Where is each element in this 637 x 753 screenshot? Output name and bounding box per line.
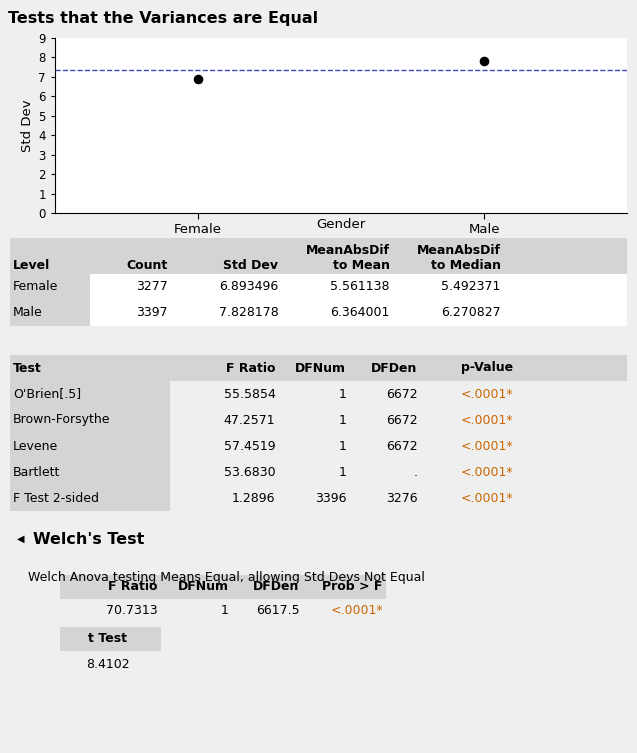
- Bar: [10, 485, 171, 511]
- Text: MeanAbsDif
to Median: MeanAbsDif to Median: [417, 244, 501, 272]
- Text: 53.6830: 53.6830: [224, 465, 275, 478]
- Bar: [171, 381, 627, 407]
- Text: <.0001*: <.0001*: [461, 440, 513, 453]
- Text: Gender: Gender: [317, 218, 366, 230]
- Point: [479, 55, 489, 67]
- Text: 1: 1: [338, 413, 347, 426]
- Text: Count: Count: [126, 259, 168, 272]
- Text: 6617.5: 6617.5: [256, 605, 299, 617]
- Bar: [10, 355, 627, 381]
- Text: 1: 1: [338, 465, 347, 478]
- Bar: [60, 627, 161, 651]
- Text: 55.5854: 55.5854: [224, 388, 275, 401]
- Text: Welch Anova testing Means Equal, allowing Std Devs Not Equal: Welch Anova testing Means Equal, allowin…: [28, 571, 425, 584]
- Bar: [90, 300, 627, 326]
- Text: 57.4519: 57.4519: [224, 440, 275, 453]
- Text: 5.492371: 5.492371: [441, 281, 501, 294]
- Text: 1.2896: 1.2896: [232, 492, 275, 505]
- Bar: [10, 407, 171, 433]
- Text: 6.270827: 6.270827: [441, 306, 501, 319]
- Bar: [171, 407, 627, 433]
- Text: 8.4102: 8.4102: [86, 659, 130, 672]
- Text: 3397: 3397: [136, 306, 168, 319]
- Text: <.0001*: <.0001*: [461, 388, 513, 401]
- Text: 70.7313: 70.7313: [106, 605, 157, 617]
- Text: 1: 1: [220, 605, 229, 617]
- Bar: [171, 459, 627, 485]
- Text: <.0001*: <.0001*: [330, 605, 383, 617]
- Y-axis label: Std Dev: Std Dev: [21, 99, 34, 152]
- Text: Brown-Forsythe: Brown-Forsythe: [13, 413, 110, 426]
- Text: p-Value: p-Value: [461, 361, 513, 374]
- Bar: [10, 433, 171, 459]
- Text: Female: Female: [13, 281, 59, 294]
- Bar: [60, 599, 386, 623]
- Text: Bartlett: Bartlett: [13, 465, 61, 478]
- Bar: [171, 485, 627, 511]
- Bar: [10, 381, 171, 407]
- Text: 6672: 6672: [385, 388, 417, 401]
- Text: <.0001*: <.0001*: [461, 492, 513, 505]
- Text: Welch's Test: Welch's Test: [34, 532, 145, 547]
- Text: Prob > F: Prob > F: [322, 581, 383, 593]
- Text: 47.2571: 47.2571: [224, 413, 275, 426]
- Text: Male: Male: [13, 306, 43, 319]
- Text: <.0001*: <.0001*: [461, 413, 513, 426]
- Text: 7.828178: 7.828178: [218, 306, 278, 319]
- Text: t Test: t Test: [89, 633, 127, 645]
- Text: DFNum: DFNum: [296, 361, 347, 374]
- Text: 6.893496: 6.893496: [219, 281, 278, 294]
- Text: 6672: 6672: [385, 440, 417, 453]
- Text: F Ratio: F Ratio: [226, 361, 275, 374]
- Text: 1: 1: [338, 440, 347, 453]
- Text: 3277: 3277: [136, 281, 168, 294]
- Bar: [171, 433, 627, 459]
- Text: 6672: 6672: [385, 413, 417, 426]
- Text: DFDen: DFDen: [371, 361, 417, 374]
- Point: [193, 73, 203, 85]
- Text: Tests that the Variances are Equal: Tests that the Variances are Equal: [8, 11, 318, 26]
- Text: ◀: ◀: [17, 534, 25, 544]
- Bar: [10, 300, 90, 326]
- Bar: [10, 274, 90, 300]
- Bar: [60, 575, 386, 599]
- Text: O'Brien[.5]: O'Brien[.5]: [13, 388, 81, 401]
- Text: DFNum: DFNum: [178, 581, 229, 593]
- Text: 1: 1: [338, 388, 347, 401]
- Text: <.0001*: <.0001*: [461, 465, 513, 478]
- Text: MeanAbsDif
to Mean: MeanAbsDif to Mean: [306, 244, 390, 272]
- Text: Level: Level: [13, 259, 50, 272]
- Text: DFDen: DFDen: [253, 581, 299, 593]
- Text: 3276: 3276: [385, 492, 417, 505]
- Text: 5.561138: 5.561138: [330, 281, 390, 294]
- Text: 3396: 3396: [315, 492, 347, 505]
- Text: F Test 2-sided: F Test 2-sided: [13, 492, 99, 505]
- Text: 6.364001: 6.364001: [330, 306, 390, 319]
- Bar: [10, 238, 627, 274]
- Bar: [10, 459, 171, 485]
- Text: Std Dev: Std Dev: [224, 259, 278, 272]
- Text: F Ratio: F Ratio: [108, 581, 157, 593]
- Text: Test: Test: [13, 361, 42, 374]
- Text: Levene: Levene: [13, 440, 58, 453]
- Bar: [90, 274, 627, 300]
- Text: .: .: [413, 465, 417, 478]
